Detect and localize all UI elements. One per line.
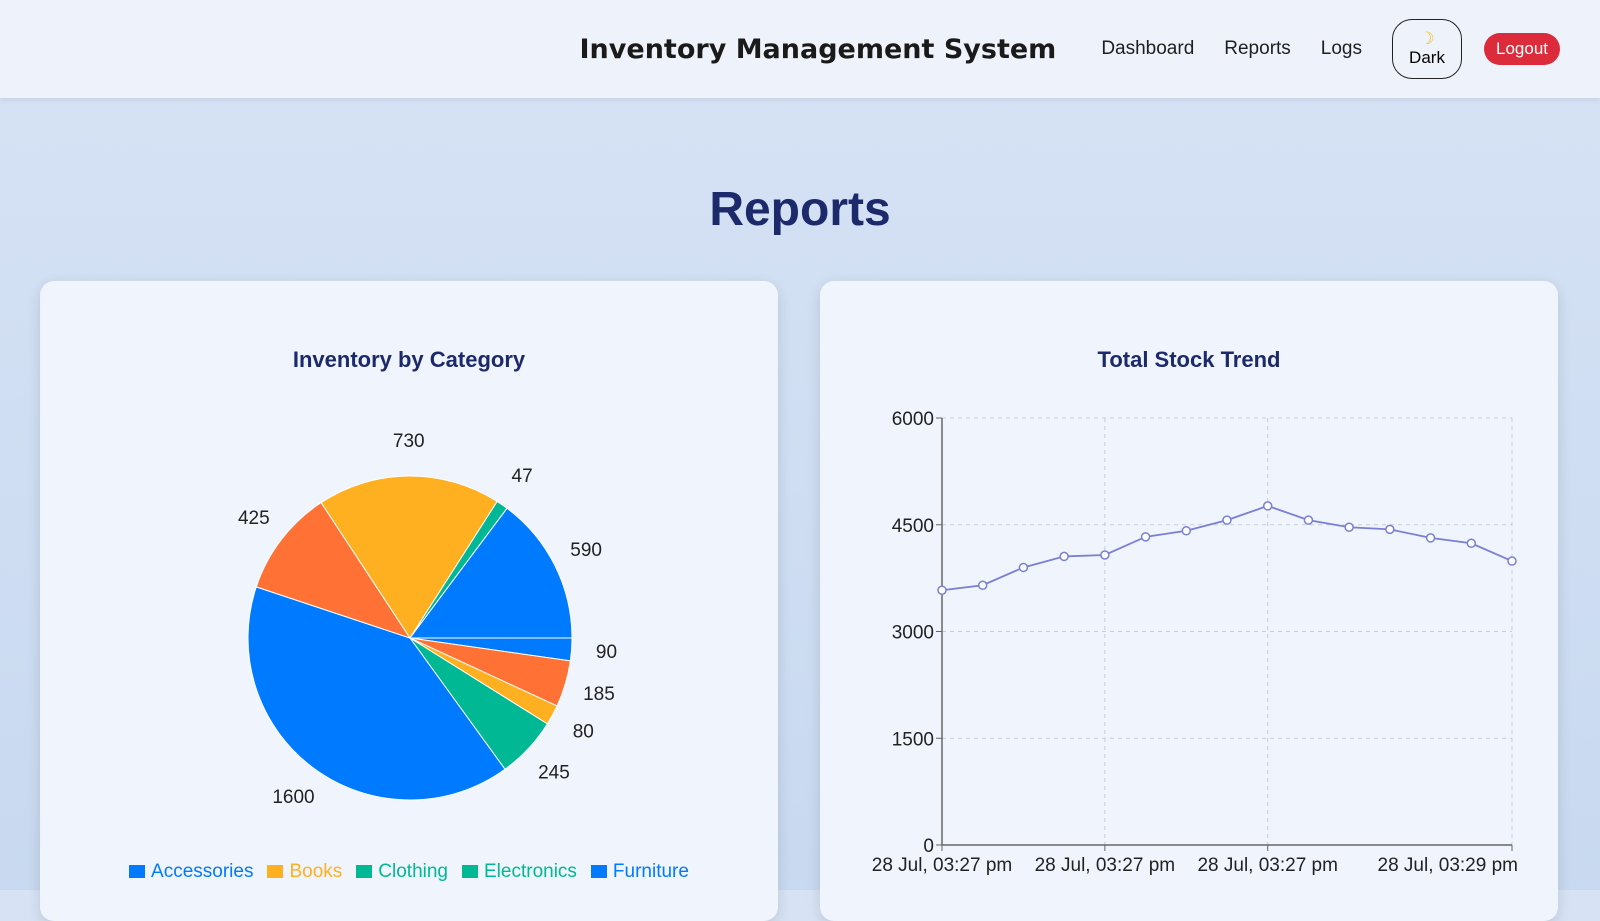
page-title: Reports bbox=[709, 183, 891, 236]
pie-data-label: 1600 bbox=[272, 787, 314, 808]
data-point bbox=[1059, 551, 1069, 562]
data-point bbox=[1018, 562, 1029, 573]
pie-slice bbox=[255, 501, 412, 639]
legend-label: Furniture bbox=[612, 861, 689, 882]
data-point bbox=[1140, 532, 1151, 542]
legend-item[interactable]: Furniture bbox=[590, 861, 689, 883]
nav-logs[interactable]: Logs bbox=[1320, 38, 1362, 59]
pie-data-label: 730 bbox=[393, 431, 425, 452]
x-tick-label: 28 Jul, 03:27 pm bbox=[1197, 855, 1337, 876]
legend-swatch bbox=[129, 865, 146, 878]
dark-label: Dark bbox=[1409, 48, 1445, 67]
y-tick-label: 1500 bbox=[892, 729, 934, 750]
data-point bbox=[1222, 515, 1232, 525]
nav-reports[interactable]: Reports bbox=[1224, 38, 1291, 59]
pie-data-label: 80 bbox=[573, 722, 594, 743]
data-point bbox=[1466, 538, 1477, 549]
pie-data-label: 590 bbox=[570, 540, 602, 561]
y-tick-label: 4500 bbox=[892, 516, 934, 537]
pie-data-label: 245 bbox=[538, 763, 570, 784]
y-tick-label: 6000 bbox=[892, 409, 934, 430]
data-point bbox=[1385, 524, 1395, 535]
pie-slice bbox=[409, 507, 573, 639]
legend-swatch bbox=[590, 865, 607, 878]
line-chart: 0 1500 3000 4500 6000 28 Jul, 03:27 pm 28 Jul,… bbox=[872, 409, 1518, 876]
legend-label: Accessories bbox=[151, 861, 254, 882]
legend-swatch bbox=[462, 865, 478, 878]
pie-chart-card: Inventory by Category 90 185 80 245 1600 425 7… bbox=[40, 281, 778, 921]
data-point bbox=[1181, 526, 1192, 536]
pie-chart-title: Inventory by Category bbox=[292, 347, 526, 372]
moon-icon: ☽ bbox=[1419, 29, 1435, 48]
y-tick-label: 3000 bbox=[892, 623, 934, 644]
x-tick-label: 28 Jul, 03:29 pm bbox=[1378, 855, 1518, 876]
dark-mode-toggle[interactable]: ☽ Dark bbox=[1392, 19, 1462, 79]
line-chart-title: Total Stock Trend bbox=[1097, 347, 1281, 372]
data-point bbox=[1262, 501, 1273, 511]
data-point bbox=[1507, 556, 1517, 566]
pie-slice bbox=[247, 586, 506, 801]
data-point bbox=[1100, 550, 1110, 560]
pie-data-label: 425 bbox=[238, 508, 270, 529]
x-tick-label: 28 Jul, 03:27 pm bbox=[872, 855, 1012, 876]
legend-item[interactable]: Electronics bbox=[462, 861, 577, 883]
legend-label: Books bbox=[289, 861, 343, 882]
legend-item[interactable]: Accessories bbox=[129, 861, 253, 883]
y-tick-label: 0 bbox=[923, 836, 934, 857]
data-point bbox=[1425, 533, 1436, 543]
legend-label: Clothing bbox=[378, 861, 448, 882]
data-point bbox=[937, 585, 947, 595]
data-point bbox=[1344, 522, 1354, 532]
pie-slice bbox=[320, 475, 498, 639]
x-tick-label: 28 Jul, 03:27 pm bbox=[1035, 855, 1175, 876]
legend-item[interactable]: Books bbox=[267, 861, 342, 883]
legend-swatch bbox=[356, 865, 373, 878]
data-point bbox=[977, 580, 988, 590]
nav-dashboard[interactable]: Dashboard bbox=[1101, 38, 1195, 59]
pie-data-label: 185 bbox=[583, 684, 615, 705]
pie-data-label: 90 bbox=[596, 642, 617, 663]
pie-data-label: 47 bbox=[512, 466, 533, 487]
app-title: Inventory Management System bbox=[579, 33, 1057, 65]
data-point bbox=[1303, 515, 1314, 525]
legend-swatch bbox=[267, 865, 284, 878]
legend-item[interactable]: Clothing bbox=[356, 861, 448, 883]
pie-legend: Accessories Books Clothing Electronics Furni… bbox=[40, 861, 778, 883]
legend-label: Electronics bbox=[484, 861, 577, 882]
top-nav-bar: Inventory Management System Dashboard Re… bbox=[0, 0, 1600, 98]
logout-button[interactable]: Logout bbox=[1484, 33, 1560, 65]
line-chart-card: Total Stock Trend 0 1500 3000 4500 6000 28 Ju… bbox=[820, 281, 1558, 921]
